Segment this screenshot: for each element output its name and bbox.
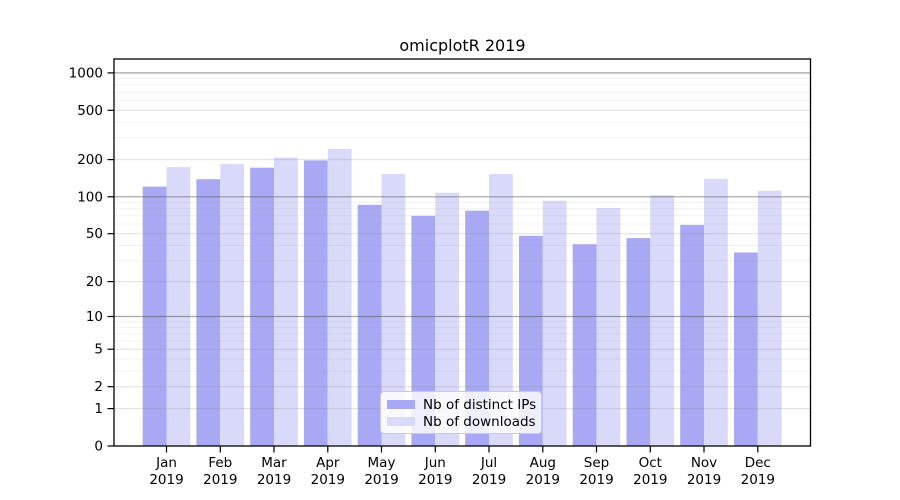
x-tick-label-month: Jun bbox=[424, 455, 446, 471]
x-tick-label-month: May bbox=[368, 455, 396, 471]
x-tick-label-year: 2019 bbox=[472, 472, 506, 488]
legend-swatch-distinct-ips bbox=[387, 400, 415, 409]
y-tick-label: 20 bbox=[86, 274, 103, 290]
x-tick-label-year: 2019 bbox=[687, 472, 721, 488]
x-tick-label-month: Apr bbox=[316, 455, 340, 471]
x-tick-label-year: 2019 bbox=[418, 472, 452, 488]
x-tick-label-year: 2019 bbox=[149, 472, 183, 488]
x-axis: Jan2019Feb2019Mar2019Apr2019May2019Jun20… bbox=[149, 446, 775, 488]
bar-ips-apr bbox=[303, 160, 328, 446]
x-tick-label-month: Nov bbox=[691, 455, 717, 471]
bar-downloads-dec bbox=[757, 190, 782, 446]
y-tick-label: 2 bbox=[94, 379, 103, 395]
bar-ips-oct bbox=[626, 238, 651, 446]
legend-item-downloads: Nb of downloads bbox=[387, 413, 541, 430]
bar-downloads-mar bbox=[274, 157, 298, 446]
legend-label-distinct-ips: Nb of distinct IPs bbox=[423, 396, 537, 413]
x-tick-label-year: 2019 bbox=[741, 472, 775, 488]
bars-group bbox=[142, 148, 782, 447]
bar-ips-mar bbox=[250, 167, 274, 446]
x-tick-label-year: 2019 bbox=[311, 472, 345, 488]
bar-downloads-apr bbox=[327, 148, 352, 446]
y-tick-label: 0 bbox=[94, 439, 103, 455]
x-tick-label-month: Sep bbox=[584, 455, 609, 471]
bar-ips-sep bbox=[572, 244, 597, 446]
x-tick-label-month: Aug bbox=[530, 455, 556, 471]
bar-downloads-aug bbox=[542, 200, 567, 446]
bar-downloads-oct bbox=[650, 195, 675, 446]
y-tick-label: 100 bbox=[77, 189, 103, 205]
bar-ips-feb bbox=[196, 179, 221, 446]
legend-label-downloads: Nb of downloads bbox=[423, 413, 536, 430]
x-tick-label-month: Jul bbox=[480, 455, 497, 471]
y-tick-label: 5 bbox=[94, 342, 103, 358]
bar-ips-dec bbox=[734, 252, 758, 446]
y-tick-label: 200 bbox=[77, 152, 103, 168]
y-tick-label: 1000 bbox=[69, 65, 103, 81]
bar-downloads-may bbox=[381, 174, 406, 446]
x-tick-label-year: 2019 bbox=[633, 472, 667, 488]
x-tick-label-month: Mar bbox=[261, 455, 287, 471]
legend: Nb of distinct IPs Nb of downloads bbox=[380, 391, 542, 434]
x-tick-label-year: 2019 bbox=[364, 472, 398, 488]
x-tick-label-year: 2019 bbox=[257, 472, 291, 488]
y-tick-label: 500 bbox=[77, 103, 103, 119]
plot-border bbox=[113, 58, 812, 447]
bar-ips-jun bbox=[411, 215, 436, 446]
bar-ips-jul bbox=[465, 210, 489, 446]
bar-downloads-jul bbox=[489, 174, 513, 446]
x-tick-label-month: Jan bbox=[155, 455, 177, 471]
bar-ips-may bbox=[357, 204, 382, 446]
x-tick-label-month: Dec bbox=[745, 455, 771, 471]
x-tick-label-year: 2019 bbox=[579, 472, 613, 488]
x-tick-label-year: 2019 bbox=[526, 472, 560, 488]
bar-downloads-sep bbox=[596, 208, 621, 446]
legend-swatch-downloads bbox=[387, 417, 415, 426]
bar-downloads-jan bbox=[166, 167, 191, 446]
x-tick-label-month: Feb bbox=[208, 455, 232, 471]
y-tick-label: 10 bbox=[86, 309, 103, 325]
x-tick-label-month: Oct bbox=[639, 455, 662, 471]
y-tick-label: 50 bbox=[86, 226, 103, 242]
y-axis: 0 1 2 5 10 20 50 100 200 500 1000 bbox=[69, 65, 114, 455]
bar-downloads-feb bbox=[220, 164, 245, 446]
bar-downloads-nov bbox=[704, 178, 728, 447]
bar-downloads-jun bbox=[435, 192, 460, 446]
chart-title: omicplotR 2019 bbox=[399, 36, 526, 55]
x-tick-label-year: 2019 bbox=[203, 472, 237, 488]
legend-item-distinct-ips: Nb of distinct IPs bbox=[387, 396, 541, 413]
bar-ips-nov bbox=[680, 224, 704, 446]
y-tick-label: 1 bbox=[94, 401, 103, 417]
